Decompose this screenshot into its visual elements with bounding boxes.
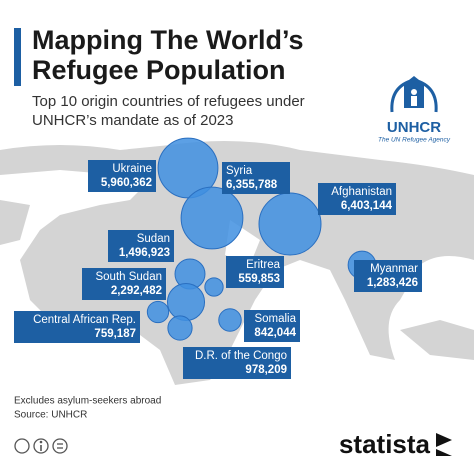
country-name: South Sudan [95, 271, 162, 283]
label-box [108, 230, 174, 262]
value-label: 6,403,144 [341, 200, 393, 212]
country-name: Central African Rep. [33, 314, 136, 326]
footnote: Excludes asylum-seekers abroad [14, 396, 161, 407]
label-box [226, 256, 284, 288]
country-name: Myanmar [370, 263, 418, 275]
brand-mark [436, 433, 452, 456]
bubble [204, 277, 224, 297]
bubble [167, 315, 193, 341]
bubble [146, 300, 170, 324]
label-box [82, 268, 166, 300]
title-accent [14, 28, 21, 86]
value-label: 842,044 [254, 327, 296, 339]
label-box [88, 160, 156, 192]
label-box [318, 183, 396, 215]
label-box [354, 260, 422, 292]
bubble [258, 192, 322, 256]
value-label: 1,496,923 [119, 247, 170, 259]
title-line: Refugee Population [32, 55, 286, 85]
country-name: Syria [226, 165, 253, 177]
value-label: 559,853 [238, 273, 280, 285]
country-name: Somalia [254, 313, 296, 325]
landmass [400, 320, 474, 360]
license-icons [14, 438, 68, 454]
subtitle-line: UNHCR’s mandate as of 2023 [32, 112, 234, 129]
label-box [14, 311, 140, 343]
value-label: 5,960,362 [101, 177, 152, 189]
logo-tagline: The UN Refugee Agency [378, 137, 451, 144]
value-label: 2,292,482 [111, 285, 162, 297]
country-name: Sudan [137, 233, 170, 245]
country-name: Ukraine [112, 163, 152, 175]
label-box [183, 347, 291, 379]
value-label: 1,283,426 [367, 277, 418, 289]
bubble [218, 308, 242, 332]
value-label: 759,187 [94, 328, 136, 340]
bubbles [146, 137, 377, 341]
label-box [222, 162, 290, 194]
label-box [244, 310, 300, 342]
country-name: Eritrea [246, 259, 280, 271]
country-name: D.R. of the Congo [195, 350, 287, 362]
bubble [166, 282, 206, 322]
logo-name: UNHCR [387, 119, 441, 136]
source: Source: UNHCR [14, 410, 87, 421]
value-label: 6,355,788 [226, 179, 278, 191]
nd-icon [52, 438, 68, 454]
by-icon [33, 438, 49, 454]
country-name: Afghanistan [331, 186, 392, 198]
logo-figure [411, 89, 417, 95]
cc-icon [14, 438, 30, 454]
subtitle-line: Top 10 origin countries of refugees unde… [32, 93, 305, 110]
bubble [180, 186, 244, 250]
value-label: 978,209 [245, 364, 287, 376]
by-glyph [39, 440, 43, 444]
logo-figure [411, 96, 417, 106]
unhcr-logo: UNHCR The UN Refugee Agency [378, 76, 451, 144]
title-line: Mapping The World’s [32, 25, 304, 55]
landmass [0, 200, 30, 245]
labels: Ukraine 5,960,362 Syria 6,355,788 Afghanista… [14, 160, 422, 379]
brand: statista [339, 429, 431, 459]
